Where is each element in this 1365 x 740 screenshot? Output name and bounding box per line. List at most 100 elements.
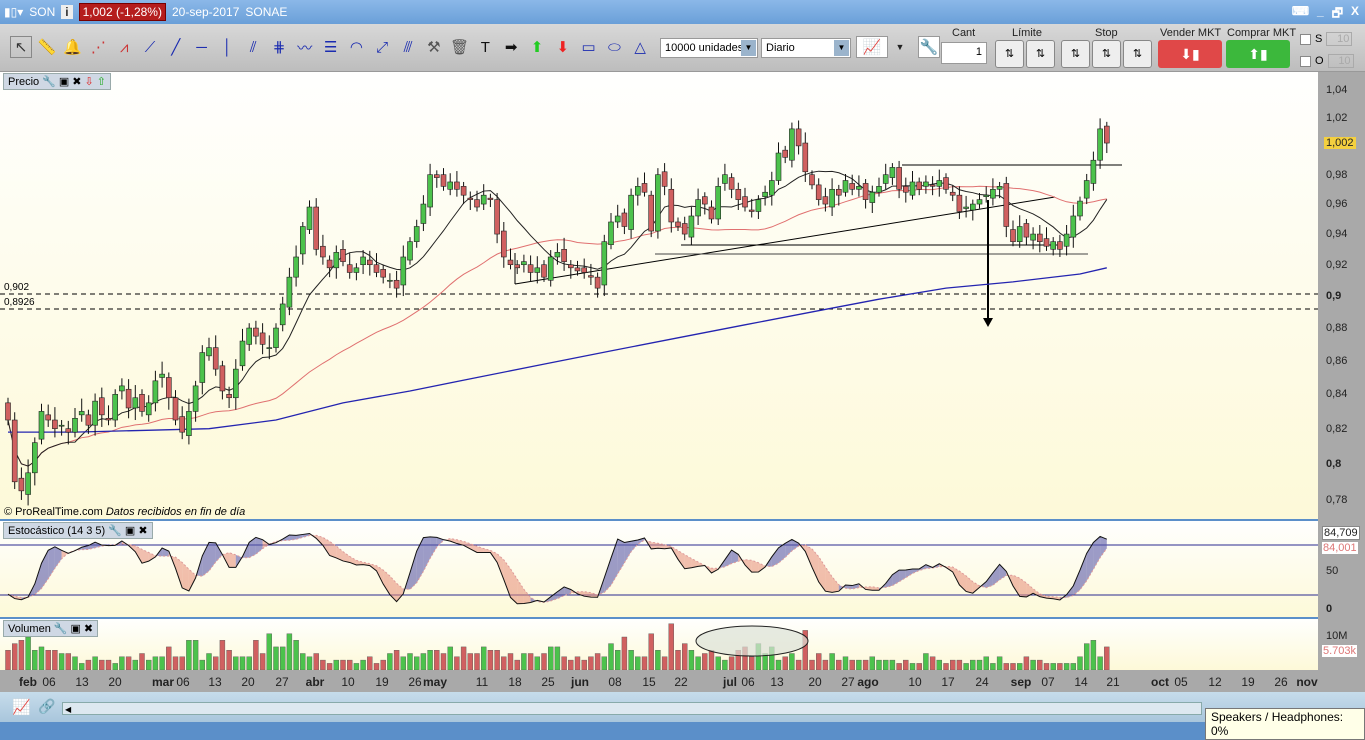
candle-body xyxy=(206,347,212,357)
price-axis-label: 0,98 xyxy=(1326,168,1348,181)
fibonacci-fan-icon[interactable]: ⋕ xyxy=(272,39,286,56)
stochastic-fill xyxy=(135,545,142,564)
stop-button-1[interactable]: ⇅ xyxy=(1061,40,1090,68)
o-checkbox[interactable] xyxy=(1300,55,1311,67)
candle-body xyxy=(588,275,594,278)
keyboard-icon[interactable]: ⌨ xyxy=(1291,4,1310,18)
arrow-up-green-icon[interactable]: ⬆ xyxy=(530,39,544,56)
date-axis-label: 26 xyxy=(408,675,422,689)
vertical-line-icon[interactable]: │ xyxy=(222,38,233,56)
sell-market-button[interactable]: ⬇▮ xyxy=(1158,40,1222,68)
period-select[interactable]: Diario ▼ xyxy=(761,38,851,58)
maximize-icon[interactable]: ▣ xyxy=(70,623,81,635)
close-icon[interactable]: ✖ xyxy=(72,76,82,88)
fibonacci-retracement-icon[interactable]: ☰ xyxy=(323,39,338,56)
buy-label: Comprar MKT xyxy=(1227,27,1297,39)
point-line-icon[interactable]: ⤢ xyxy=(376,38,389,56)
price-badge: 1,002 (-1,28%) xyxy=(78,3,166,21)
quantity-input[interactable]: 1 xyxy=(941,42,987,64)
candle-body xyxy=(969,203,976,211)
chart-canvas[interactable] xyxy=(0,0,1318,670)
link-icon[interactable]: 🔗 xyxy=(38,698,56,714)
chevron-down-icon[interactable]: ▼ xyxy=(741,40,756,56)
symbol[interactable]: SON xyxy=(29,5,56,19)
maximize-icon[interactable]: ▣ xyxy=(124,525,136,537)
line-icon[interactable]: ╱ xyxy=(171,39,181,56)
volume-bar xyxy=(300,653,306,670)
chart-export-icon[interactable]: 📈 xyxy=(12,699,31,716)
arrow-right-icon[interactable]: ➡ xyxy=(504,39,518,56)
pointer-icon[interactable]: ↖ xyxy=(10,36,32,58)
segment-icon[interactable]: ⟋ xyxy=(144,38,156,56)
s-value[interactable]: 10 xyxy=(1326,32,1353,46)
stop-button-2[interactable]: ⇅ xyxy=(1092,40,1121,68)
chevron-down-icon[interactable]: ▼ xyxy=(895,42,905,52)
limit-buy-button[interactable]: ⇅ xyxy=(995,40,1024,68)
info-icon[interactable]: i xyxy=(61,5,73,19)
horizontal-line-icon[interactable]: ─ xyxy=(196,38,207,56)
multi-line-icon[interactable]: ⫻ xyxy=(403,38,413,56)
rectangle-icon[interactable]: ▭ xyxy=(581,39,596,56)
candle-body xyxy=(1023,223,1030,238)
candle-body xyxy=(547,256,554,281)
close-icon[interactable]: ✖ xyxy=(138,525,148,537)
arrow-down-red-icon[interactable]: ⬇ xyxy=(556,39,570,56)
stop-button-3[interactable]: ⇅ xyxy=(1123,40,1152,68)
minimize-button[interactable]: _ xyxy=(1317,4,1324,18)
restore-button[interactable]: 🗗 xyxy=(1331,6,1343,20)
candle-body xyxy=(219,365,226,392)
price-axis[interactable]: 1,002 84,709 84,001 50 0 10M 5.703k 1,04… xyxy=(1318,72,1365,692)
volume-bar xyxy=(883,659,889,670)
tools-icon[interactable]: ⚒ xyxy=(427,39,441,56)
stochastic-fill xyxy=(188,569,196,591)
wrench-icon[interactable]: 🔧 xyxy=(42,76,56,88)
s-option[interactable]: S 10 xyxy=(1300,32,1353,46)
arrow-down-icon[interactable]: ⇩ xyxy=(84,76,94,88)
o-option[interactable]: O 10 xyxy=(1300,54,1354,68)
scroll-left-icon[interactable]: ◀ xyxy=(65,705,72,714)
candle-body xyxy=(842,180,849,193)
fan-icon[interactable]: ⋰ xyxy=(90,39,106,56)
parallel-icon[interactable]: ⫽ xyxy=(249,38,257,56)
stochastic-panel[interactable]: Estocástico (14 3 5) 🔧 ▣ ✖ xyxy=(0,521,1318,617)
candle-body xyxy=(467,197,474,200)
triangle-icon[interactable]: △ xyxy=(634,39,646,56)
ellipse-icon[interactable]: ⬭ xyxy=(607,38,621,56)
horizontal-scrollbar[interactable]: ◀ xyxy=(62,702,1202,715)
candle-body xyxy=(326,259,333,269)
date-axis[interactable]: feb 06 13 20 mar 06 13 20 27 abr 10 19 26 may 11 18 25 ju… xyxy=(0,670,1318,692)
wrench-icon[interactable]: 🔧 xyxy=(918,36,940,58)
channel-icon[interactable]: ⩘ xyxy=(119,38,129,56)
candle-body xyxy=(728,177,735,190)
candle-body xyxy=(755,199,762,212)
quantity-select[interactable]: 10000 unidades ▼ xyxy=(660,38,758,58)
wrench-icon[interactable]: 🔧 xyxy=(108,525,122,537)
candle-body xyxy=(380,269,387,278)
buy-market-button[interactable]: ⬆▮ xyxy=(1226,40,1290,68)
ruler-icon[interactable]: 📏 xyxy=(37,39,57,56)
chevron-down-icon[interactable]: ▼ xyxy=(834,40,849,56)
maximize-icon[interactable]: ▣ xyxy=(58,76,70,88)
limit-sell-button[interactable]: ⇅ xyxy=(1026,40,1055,68)
alert-bell-icon[interactable]: 🔔 xyxy=(63,39,82,56)
candle-chart-icon[interactable]: ▮▯▾ xyxy=(4,5,24,19)
regression-icon[interactable]: 〰 xyxy=(297,39,313,57)
moving-average-mid xyxy=(7,185,1107,467)
close-icon[interactable]: ✖ xyxy=(83,623,94,635)
close-button[interactable]: X xyxy=(1350,4,1359,18)
arrow-up-icon[interactable]: ⇧ xyxy=(96,76,106,88)
wrench-icon[interactable]: 🔧 xyxy=(53,623,68,635)
arc-icon[interactable]: ◠ xyxy=(349,39,363,56)
indicator-add-icon[interactable]: 📈 xyxy=(856,36,888,58)
volume-bar xyxy=(447,646,453,670)
volume-ellipse-annotation[interactable] xyxy=(695,625,809,657)
candle-body xyxy=(78,411,85,416)
text-icon[interactable]: T xyxy=(480,38,490,56)
s-checkbox[interactable] xyxy=(1300,33,1311,45)
volume-bar xyxy=(581,659,587,670)
o-value[interactable]: 10 xyxy=(1327,54,1354,68)
candle-body xyxy=(594,276,601,289)
period-value: Diario xyxy=(766,42,795,54)
title-bar: ▮▯▾ SON i 1,002 (-1,28%) 20-sep-2017 SON… xyxy=(0,0,1365,24)
trash-icon[interactable]: 🗑 xyxy=(450,39,470,56)
